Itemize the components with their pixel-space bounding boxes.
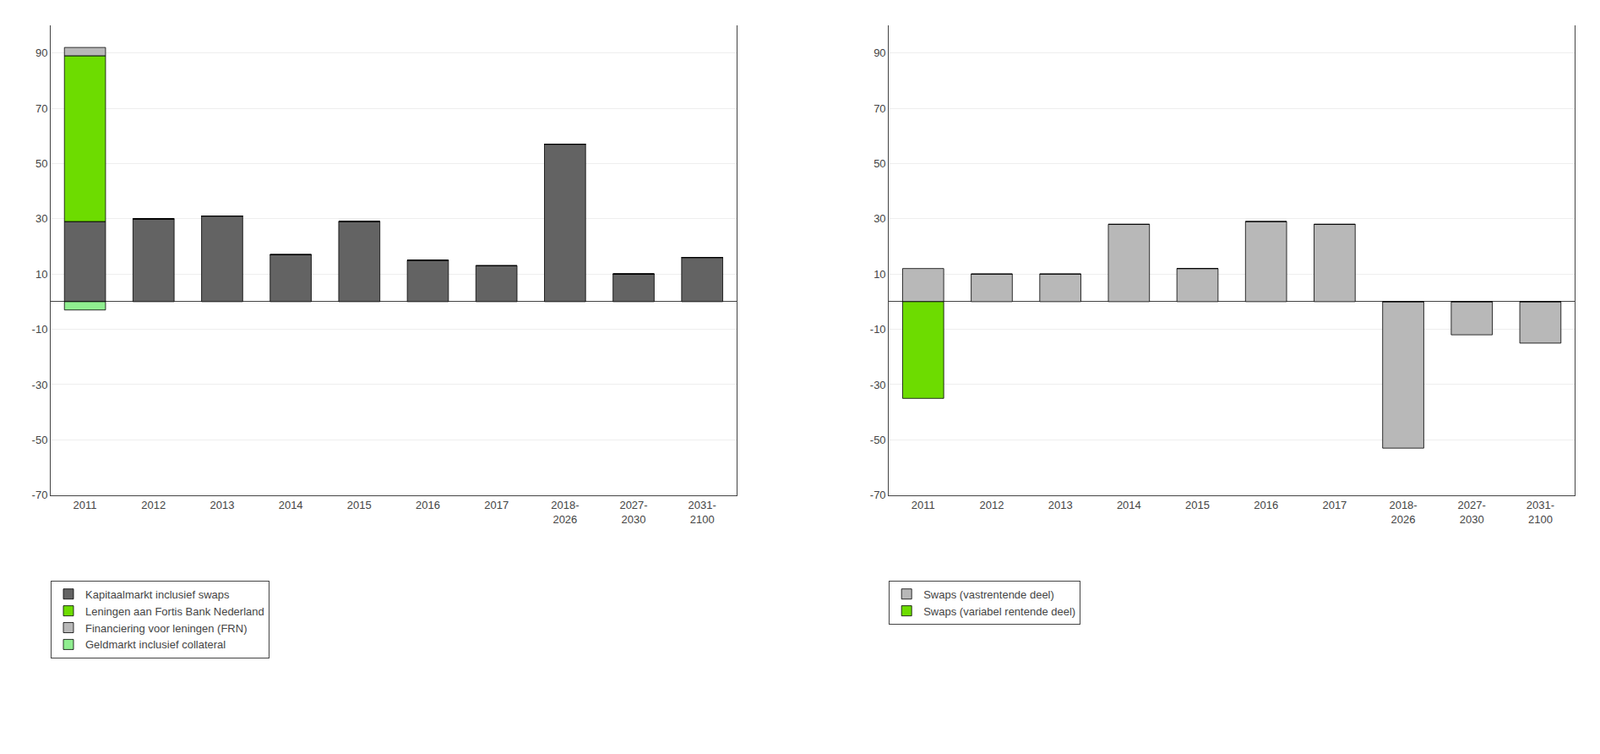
svg-text:2017: 2017 (484, 498, 509, 512)
svg-text:2018-2026: 2018-2026 (1388, 498, 1417, 526)
svg-text:90: 90 (35, 46, 48, 60)
svg-text:2014: 2014 (1116, 498, 1142, 512)
svg-text:2017: 2017 (1322, 498, 1347, 512)
svg-text:2012: 2012 (141, 498, 166, 512)
svg-text:70: 70 (35, 102, 48, 115)
svg-text:2027-2030: 2027-2030 (1458, 498, 1486, 526)
svg-text:Financiering voor leningen (FR: Financiering voor leningen (FRN) (85, 621, 247, 635)
svg-text:-30: -30 (32, 378, 49, 392)
svg-text:2016: 2016 (1253, 498, 1279, 512)
svg-text:-50: -50 (870, 433, 887, 447)
svg-text:70: 70 (873, 102, 886, 115)
svg-text:Kapitaalmarkt inclusief swaps: Kapitaalmarkt inclusief swaps (85, 587, 230, 601)
svg-text:-70: -70 (32, 488, 49, 501)
svg-text:-70: -70 (870, 488, 887, 501)
svg-text:-30: -30 (870, 378, 887, 392)
svg-text:2012: 2012 (979, 498, 1005, 512)
svg-text:2015: 2015 (1185, 498, 1210, 512)
svg-text:10: 10 (873, 267, 886, 281)
svg-text:-10: -10 (32, 322, 49, 336)
svg-text:50: 50 (873, 157, 886, 170)
svg-text:2027-2030: 2027-2030 (619, 498, 648, 526)
svg-text:30: 30 (35, 212, 48, 225)
svg-text:2031-2100: 2031-2100 (688, 498, 717, 526)
svg-text:2014: 2014 (278, 498, 304, 512)
svg-text:90: 90 (873, 46, 886, 60)
svg-text:-10: -10 (870, 322, 887, 336)
svg-text:2013: 2013 (209, 498, 235, 512)
svg-text:2016: 2016 (415, 498, 441, 512)
svg-text:2013: 2013 (1048, 498, 1073, 512)
svg-text:-50: -50 (32, 433, 49, 447)
svg-text:Swaps (vastrentende deel): Swaps (vastrentende deel) (923, 587, 1055, 601)
svg-text:Leningen aan Fortis Bank Neder: Leningen aan Fortis Bank Nederland (85, 604, 265, 618)
svg-text:2015: 2015 (347, 498, 372, 512)
svg-text:Swaps (variabel rentende deel): Swaps (variabel rentende deel) (923, 604, 1076, 618)
svg-text:50: 50 (35, 157, 48, 170)
svg-text:30: 30 (873, 212, 886, 225)
svg-text:2011: 2011 (911, 498, 936, 512)
svg-text:10: 10 (35, 267, 48, 281)
svg-text:2011: 2011 (73, 498, 98, 512)
svg-text:2018-2026: 2018-2026 (550, 498, 579, 526)
svg-text:2031-2100: 2031-2100 (1526, 498, 1555, 526)
svg-text:Geldmarkt inclusief collateral: Geldmarkt inclusief collateral (85, 637, 226, 651)
